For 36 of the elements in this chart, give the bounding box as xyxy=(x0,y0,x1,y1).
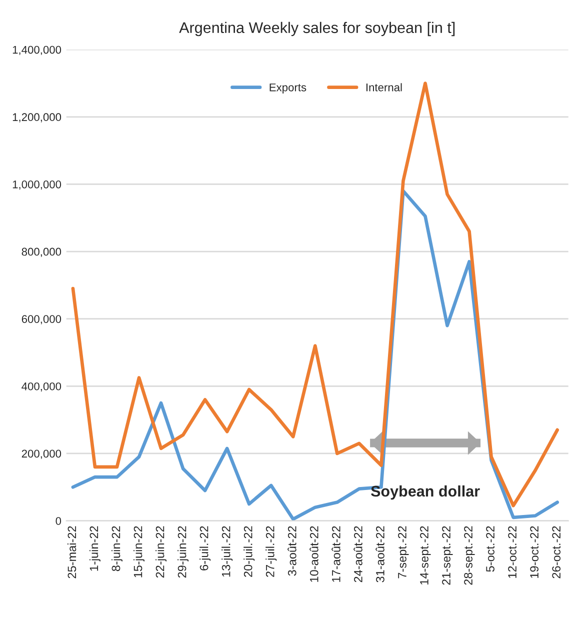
annotation: Soybean dollar xyxy=(370,485,480,500)
x-tick-label: 24-août-22 xyxy=(354,526,362,582)
x-tick-label: 7-sept.-22 xyxy=(398,526,409,578)
x-tick-label: 10-août-22 xyxy=(310,526,318,582)
x-tick-label: 5-oct.-22 xyxy=(486,526,494,572)
y-tick-label: 1,200,000 xyxy=(12,113,62,122)
x-tick-label: 12-oct.-22 xyxy=(508,526,516,578)
line-series xyxy=(71,82,560,508)
x-tick-label: 28-sept.-22 xyxy=(464,526,475,585)
x-tick-label: 27-juil.-22 xyxy=(266,526,277,577)
y-tick-label: 1,000,000 xyxy=(12,180,62,190)
x-tick-label: 3-août-22 xyxy=(288,526,296,576)
x-tick-label: 15-juin-22 xyxy=(134,526,145,578)
x-tick-label: 14-sept.-22 xyxy=(420,526,431,584)
x-tick-label: 29-juin-22 xyxy=(178,526,189,578)
x-tick-label: 19-oct.-22 xyxy=(530,526,538,578)
y-tick-label: 1,400,000 xyxy=(12,46,62,56)
x-tick-label: 1-juin-22 xyxy=(89,526,100,571)
y-tick-label: 200,000 xyxy=(22,450,62,459)
x-tick-label: 26-oct.-22 xyxy=(552,526,561,578)
x-tick-label: 8-juin-22 xyxy=(111,526,122,572)
legend-label: Exports xyxy=(270,84,306,94)
x-tick-label: 20-juil.-22 xyxy=(244,526,255,577)
x-tick-label: 13-juil.-22 xyxy=(222,526,233,577)
y-tick-label: 600,000 xyxy=(22,315,62,324)
chart-title: Argentina Weekly sales for soybean [in t] xyxy=(179,22,455,36)
legend-label: Internal xyxy=(366,83,402,92)
y-tick-label: 800,000 xyxy=(22,248,62,257)
x-tick-label: 21-sept.-22 xyxy=(442,526,453,585)
x-tick-label: 31-août-22 xyxy=(376,526,384,582)
x-tick-label: 6-juil.-22 xyxy=(200,526,211,570)
x-tick-label: 22-juin-22 xyxy=(156,526,167,578)
y-tick-label: 0 xyxy=(56,517,62,525)
x-tick-label: 17-août-22 xyxy=(332,526,340,582)
x-tick-label: 25-mai-22 xyxy=(67,526,76,578)
y-tick-label: 400,000 xyxy=(22,382,62,392)
